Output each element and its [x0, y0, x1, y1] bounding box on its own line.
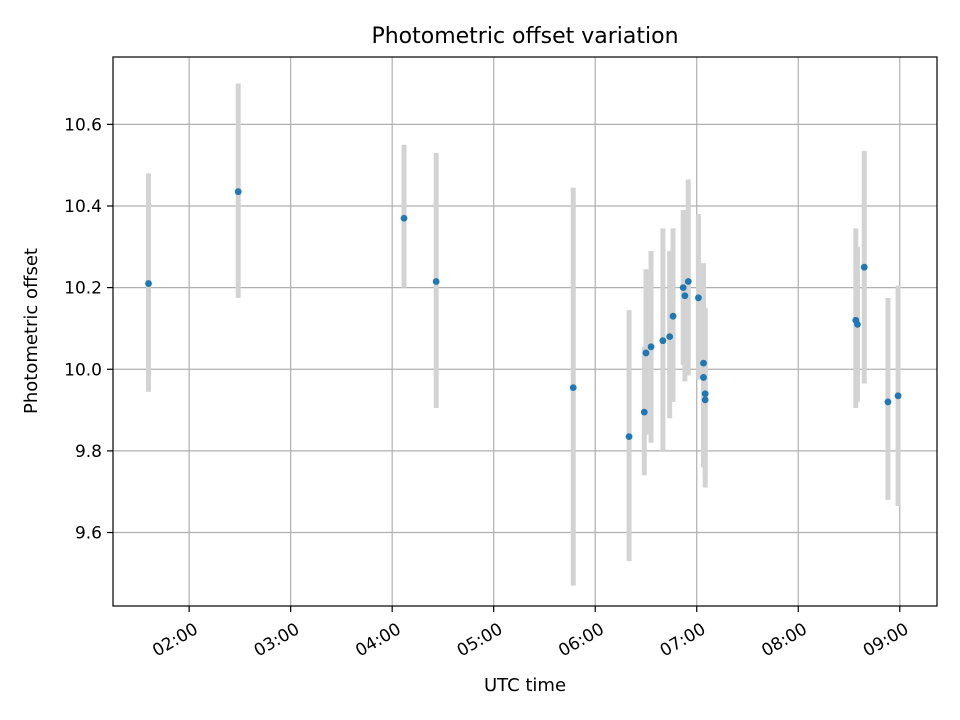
data-point: [669, 312, 677, 320]
data-point: [681, 292, 689, 300]
data-point: [234, 188, 242, 196]
data-point: [884, 398, 892, 406]
data-point: [625, 433, 633, 441]
data-point: [642, 349, 650, 357]
data-point: [700, 374, 707, 381]
y-tick-label: 10.4: [64, 197, 102, 217]
data-point: [894, 392, 902, 400]
data-point: [432, 278, 440, 285]
x-axis-label: UTC time: [484, 675, 566, 696]
y-tick-label: 9.6: [75, 524, 102, 544]
y-tick-label: 10.2: [64, 279, 102, 299]
y-tick-label: 10.0: [64, 360, 102, 380]
point-layer: [145, 188, 902, 441]
data-point: [854, 320, 861, 328]
data-point: [679, 284, 687, 292]
data-point: [701, 396, 709, 404]
data-point: [701, 390, 709, 398]
plot-frame: [112, 56, 938, 607]
data-point: [659, 337, 667, 345]
data-point: [640, 408, 648, 416]
data-point: [695, 294, 702, 302]
data-point: [569, 384, 577, 392]
data-point: [700, 359, 707, 367]
y-tick-label: 10.6: [64, 115, 102, 135]
data-point: [400, 214, 408, 222]
y-axis-label: Photometric offset: [21, 248, 42, 414]
y-axis-ticks: 9.6 9.8 10.0 10.2 10.4 10.6: [64, 115, 113, 544]
chart-title: Photometric offset variation: [371, 24, 678, 49]
y-tick-label: 9.8: [75, 442, 102, 462]
data-point: [666, 333, 674, 341]
data-point: [684, 278, 692, 285]
data-point: [860, 263, 868, 271]
data-point: [647, 343, 655, 351]
data-point: [145, 280, 152, 287]
